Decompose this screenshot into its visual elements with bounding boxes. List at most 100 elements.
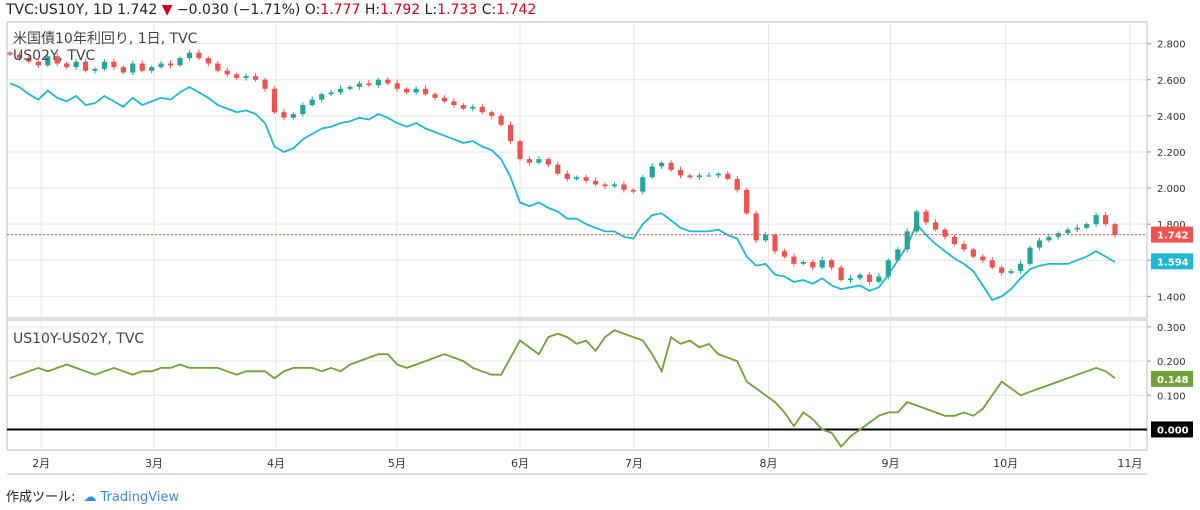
candle-body (810, 262, 816, 268)
us02y-legend: US02Y, TVC (13, 48, 96, 64)
candle-body (961, 244, 967, 250)
candle-body (517, 141, 523, 160)
tradingview-logo-icon[interactable]: ☁ (83, 490, 97, 505)
candle-body (1093, 215, 1099, 225)
candle-body (555, 164, 561, 174)
candle-body (290, 114, 296, 118)
candle-body (781, 251, 788, 257)
candle-body (526, 159, 533, 163)
candle-body (441, 97, 448, 102)
zero-badge-text: 0.000 (1157, 425, 1189, 436)
zero-badge (1151, 421, 1193, 438)
last-price-badge-text: 1.742 (1157, 231, 1189, 242)
spread-tick-label: 0.100 (1157, 391, 1186, 402)
month-tick-label: 6月 (511, 457, 529, 470)
candle-body (847, 278, 854, 281)
candle-body (196, 52, 202, 59)
candle-body (545, 159, 551, 165)
candle-body (592, 180, 599, 185)
candle-body (696, 175, 703, 178)
candle-body (385, 79, 391, 84)
candle-body (404, 88, 410, 93)
candle-body (980, 256, 986, 261)
candle-body (923, 211, 929, 223)
candle-body (932, 222, 939, 230)
last-price: 1.742 (117, 2, 158, 18)
price-tick-label: 2.400 (1157, 112, 1186, 123)
candle-body (1036, 240, 1043, 248)
candle-body (885, 260, 891, 277)
candle-body (356, 83, 363, 87)
candle-body (101, 61, 108, 69)
candle-body (1027, 247, 1033, 264)
candle-body (734, 179, 740, 190)
candle-body (800, 262, 806, 264)
candle-body (649, 166, 655, 178)
candle-body (725, 173, 731, 180)
chart-canvas[interactable]: 2.8002.6002.4002.2002.0001.8001.6001.400… (0, 0, 1200, 480)
spread-pane (6, 319, 1148, 451)
candle-body (564, 173, 570, 180)
spread-last-badge (1151, 370, 1193, 387)
month-tick-label: 10月 (993, 457, 1018, 470)
candle-body (876, 276, 882, 282)
symbol-interval[interactable]: TVC:US10Y, 1D (6, 2, 113, 18)
tradingview-brand[interactable]: TradingView (100, 490, 180, 505)
candle-body (130, 63, 136, 73)
price-tick-label: 2.600 (1157, 76, 1186, 87)
candle-body (45, 56, 51, 66)
candle-body (1008, 271, 1014, 273)
candle-body (677, 170, 684, 176)
candle-body (120, 67, 126, 73)
close-label: C: (481, 2, 497, 18)
price-pane-title: 米国債10年利回り, 1日, TVC (13, 31, 198, 47)
candle-body (158, 63, 164, 68)
candle-body (460, 105, 466, 109)
price-tick-label: 2.800 (1157, 40, 1186, 51)
candle-body (16, 54, 23, 59)
candle-body (366, 83, 372, 86)
candle-body (602, 184, 608, 187)
candle-body (394, 83, 400, 89)
candle-body (951, 236, 958, 244)
us02y-series-line (9, 82, 1116, 302)
candle-body (706, 175, 712, 177)
candle-body (1084, 224, 1090, 228)
candle-body (413, 88, 419, 93)
price-tick-label: 2.000 (1157, 184, 1186, 195)
candle-body (26, 58, 32, 62)
candle-body (989, 260, 995, 268)
candle-body (252, 76, 259, 80)
last-price-badge (1151, 226, 1193, 243)
candle-body (583, 177, 589, 181)
candle-body (309, 99, 315, 106)
candle-body (139, 63, 145, 71)
open-value: 1.777 (320, 2, 361, 18)
candle-body (271, 88, 278, 113)
candle-body (574, 177, 580, 180)
candle-body (715, 173, 721, 176)
candle-body (942, 229, 948, 237)
spread-pane-title: US10Y-US02Y, TVC (13, 331, 144, 347)
candle-body (895, 249, 901, 261)
candle-body (819, 260, 825, 268)
candle-body (791, 256, 797, 264)
candle-body (999, 267, 1005, 273)
candle-body (73, 61, 79, 68)
candle-body (470, 106, 476, 109)
spread-last-badge-text: 0.148 (1157, 375, 1189, 386)
price-change: −0.030 (−1.71%) (176, 2, 301, 18)
price-pane (6, 21, 1148, 319)
candle-body (186, 52, 193, 59)
candle-body (35, 61, 41, 66)
month-tick-label: 2月 (32, 457, 50, 470)
month-tick-label: 7月 (625, 457, 643, 470)
candle-body (432, 94, 438, 98)
candle-body (762, 234, 769, 241)
low-value: 1.733 (437, 2, 478, 18)
candle-body (536, 159, 542, 163)
candle-body (507, 124, 514, 142)
candle-body (281, 112, 287, 118)
candle-body (687, 175, 693, 178)
candle-body (177, 58, 183, 66)
